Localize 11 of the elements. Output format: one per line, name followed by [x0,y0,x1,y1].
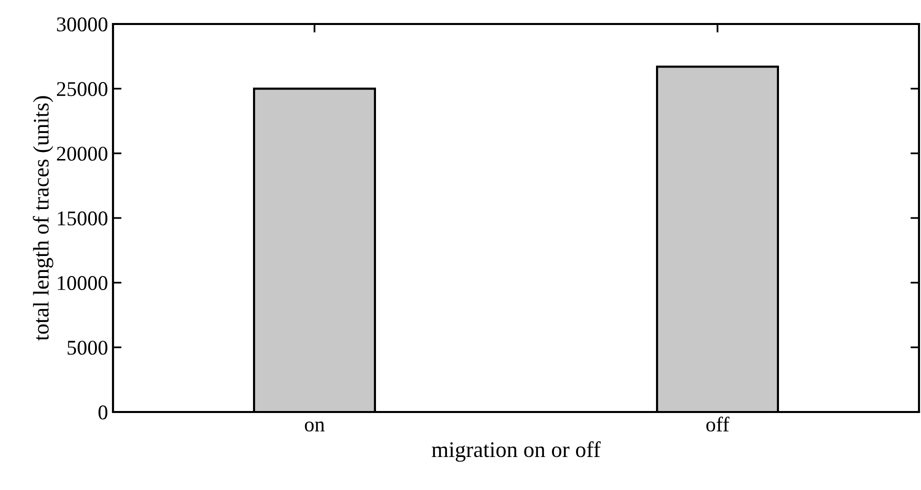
y-tick-label: 5000 [68,340,108,355]
y-tick-label: 0 [98,405,108,420]
x-axis-title: migration on or off [432,441,601,462]
y-axis-title: total length of traces (units) [32,96,54,341]
y-tick-label: 30000 [57,17,108,32]
x-tick-label: on [304,422,325,432]
y-tick-label: 10000 [58,276,108,290]
y-tick-label: 20000 [56,146,108,161]
y-tick-label: 15000 [58,211,108,226]
y-tick-label: 25000 [56,82,108,96]
x-tick-label: off [706,416,730,432]
